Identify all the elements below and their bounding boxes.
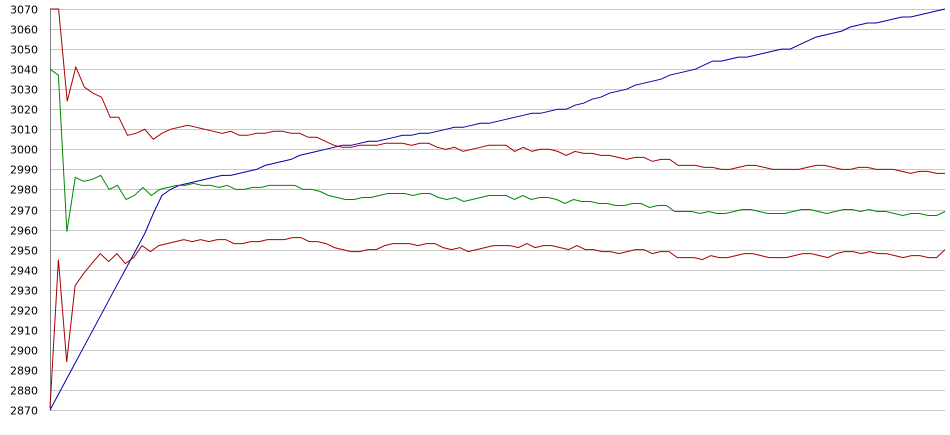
series-line-2	[50, 8, 945, 174]
y-tick-label-2960: 2960	[10, 225, 38, 238]
y-tick-label-3040: 3040	[10, 64, 38, 77]
y-tick-label-2870: 2870	[10, 405, 38, 418]
y-tick-label-2890: 2890	[10, 365, 38, 378]
y-tick-label-2940: 2940	[10, 265, 38, 278]
y-tick-label-2990: 2990	[10, 164, 38, 177]
y-tick-label-3060: 3060	[10, 24, 38, 37]
series-line-4	[49, 237, 946, 409]
series-line-3	[49, 68, 946, 232]
plot-area-series	[49, 8, 946, 411]
y-tick-label-2950: 2950	[10, 245, 38, 258]
y-tick-label-2920: 2920	[10, 305, 38, 318]
y-tick-label-3020: 3020	[10, 104, 38, 117]
y-tick-label-2900: 2900	[10, 345, 38, 358]
series-line-1	[49, 8, 946, 411]
y-tick-label-2930: 2930	[10, 285, 38, 298]
y-tick-label-2880: 2880	[10, 385, 38, 398]
y-tick-label-2980: 2980	[10, 184, 38, 197]
y-tick-label-2910: 2910	[10, 325, 38, 338]
y-tick-label-3010: 3010	[10, 124, 38, 137]
y-axis-tick-labels: 2870 2880 2890 2900 2910 2920 2930 2940 2950 2960…	[10, 4, 38, 418]
y-tick-label-3050: 3050	[10, 44, 38, 57]
y-tick-label-3030: 3030	[10, 84, 38, 97]
y-tick-label-2970: 2970	[10, 205, 38, 218]
y-tick-label-3000: 3000	[10, 144, 38, 157]
y-tick-label-3070: 3070	[10, 4, 38, 17]
